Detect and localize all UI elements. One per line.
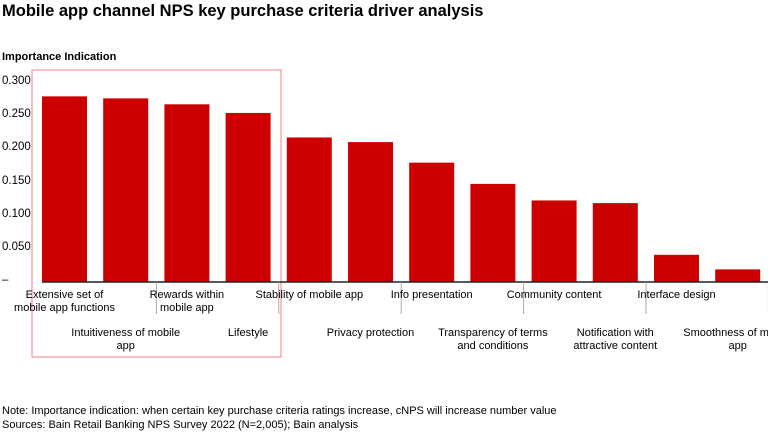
bar xyxy=(409,162,455,282)
bar xyxy=(42,96,87,282)
x-tick-label: Intuitiveness of mobile app xyxy=(71,327,181,352)
bar xyxy=(348,142,393,282)
y-tick-label: 0.050 xyxy=(2,240,31,253)
y-tick-label: 0.200 xyxy=(2,141,31,154)
note: Note: Importance indication: when certai… xyxy=(2,405,557,417)
x-tick-label: Notification with attractive content xyxy=(573,327,658,352)
chart-title: Mobile app channel NPS key purchase crit… xyxy=(2,2,484,20)
y-tick-label: 0.100 xyxy=(2,207,31,220)
bar xyxy=(592,203,638,282)
x-tick-label: Transparency of terms and conditions xyxy=(438,327,548,352)
bar xyxy=(531,200,577,282)
x-tick-label: Smoothness of mobile app xyxy=(683,327,768,352)
x-tick-label: Lifestyle xyxy=(227,327,269,339)
sources: Sources: Bain Retail Banking NPS Survey … xyxy=(2,419,359,431)
bar xyxy=(470,183,516,282)
x-tick-label: Info presentation xyxy=(390,289,473,301)
bar xyxy=(715,269,761,282)
bar xyxy=(654,254,699,282)
y-tick-label: 0.150 xyxy=(2,174,31,187)
y-axis-label: Importance Indication xyxy=(2,51,117,63)
y-tick-label: 0.300 xyxy=(2,75,31,88)
x-tick-label: Extensive set of mobile app functions xyxy=(14,289,115,314)
y-tick-label: – xyxy=(2,274,9,286)
x-tick-label: Stability of mobile app xyxy=(255,289,364,301)
x-tick-label: Community content xyxy=(506,289,602,301)
bar xyxy=(286,137,332,282)
y-tick-label: 0.250 xyxy=(2,108,31,121)
x-tick-label: Interface design xyxy=(637,289,716,301)
bar xyxy=(225,112,271,282)
bar xyxy=(103,98,149,282)
x-tick-label: Rewards within mobile app xyxy=(149,289,225,314)
bar xyxy=(164,104,210,282)
highlight-box xyxy=(31,69,282,358)
x-tick-label: Privacy protection xyxy=(326,327,415,339)
